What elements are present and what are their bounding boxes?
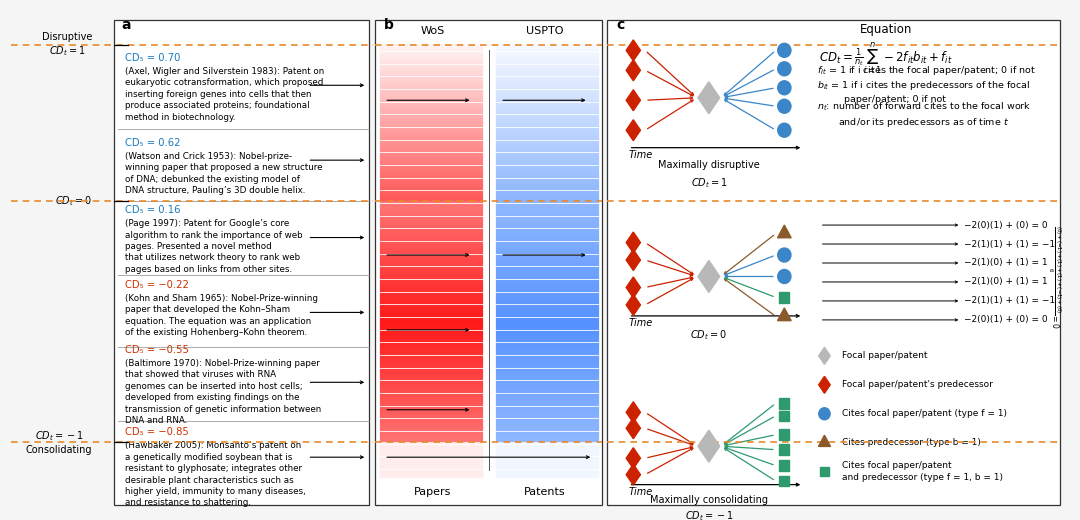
Polygon shape (626, 402, 640, 423)
Text: $CD_t = 1$: $CD_t = 1$ (690, 176, 727, 190)
Text: $CD_t = 0$: $CD_t = 0$ (690, 329, 727, 342)
Circle shape (778, 43, 791, 57)
Polygon shape (778, 308, 792, 321)
Bar (780, 292, 789, 303)
Polygon shape (626, 90, 640, 111)
Text: Focal paper/patent's predecessor: Focal paper/patent's predecessor (842, 380, 994, 389)
Text: −2(1)(1) + (1) = −1: −2(1)(1) + (1) = −1 (963, 240, 1055, 249)
FancyBboxPatch shape (375, 20, 603, 504)
Polygon shape (626, 294, 640, 316)
Text: CD₅ = 0.62: CD₅ = 0.62 (125, 138, 180, 148)
Circle shape (819, 408, 831, 420)
Text: (Page 1997): Patent for Google’s core
algorithm to rank the importance of web
pa: (Page 1997): Patent for Google’s core al… (125, 219, 302, 274)
Text: $CD_t = \frac{1}{n_t}\sum_{i=1}^{n} -2f_{it}b_{it} + f_{it}$: $CD_t = \frac{1}{n_t}\sum_{i=1}^{n} -2f_… (819, 41, 953, 76)
Bar (780, 410, 789, 421)
Text: $CD_t = -1$
Consolidating: $CD_t = -1$ Consolidating (26, 430, 92, 455)
Bar (780, 445, 789, 455)
Text: −2(0)(1) + (0) = 0: −2(0)(1) + (0) = 0 (963, 220, 1048, 229)
Bar (820, 467, 828, 476)
Text: (Axel, Wigler and Silverstein 1983): Patent on
eukaryotic cotransformation, whic: (Axel, Wigler and Silverstein 1983): Pat… (125, 67, 324, 122)
Text: $\frac{(0)+(-1)+(1)+(1)+(-1)+(0)}{6} = 0$: $\frac{(0)+(-1)+(1)+(1)+(-1)+(0)}{6} = 0… (1045, 225, 1063, 328)
Polygon shape (819, 376, 831, 393)
Text: b: b (384, 18, 394, 32)
Text: (Kohn and Sham 1965): Nobel-Prize-winning
paper that developed the Kohn–Sham
equ: (Kohn and Sham 1965): Nobel-Prize-winnin… (125, 294, 318, 337)
Text: −2(1)(0) + (1) = 1: −2(1)(0) + (1) = 1 (963, 258, 1048, 267)
Polygon shape (698, 261, 719, 292)
Text: −2(1)(1) + (1) = −1: −2(1)(1) + (1) = −1 (963, 296, 1055, 305)
Polygon shape (778, 225, 792, 238)
Text: $f_{it}$ = 1 if i cites the focal paper/patent; 0 if not: $f_{it}$ = 1 if i cites the focal paper/… (818, 64, 1037, 77)
Text: Cites focal paper/patent (type f = 1): Cites focal paper/patent (type f = 1) (842, 409, 1008, 418)
Text: Disruptive
$CD_t = 1$: Disruptive $CD_t = 1$ (42, 32, 92, 58)
Text: Time: Time (629, 150, 652, 160)
Text: a: a (121, 18, 131, 32)
Text: CD₅ = 0.16: CD₅ = 0.16 (125, 205, 180, 215)
Text: $CD_t = 0$: $CD_t = 0$ (55, 194, 92, 208)
Text: WoS: WoS (421, 27, 445, 36)
Text: Cites predecessor (type b = 1): Cites predecessor (type b = 1) (842, 438, 982, 447)
Text: c: c (617, 18, 625, 32)
Polygon shape (626, 40, 640, 61)
Text: $CD_t = -1$: $CD_t = -1$ (685, 510, 733, 520)
Bar (780, 398, 789, 409)
Bar (780, 476, 789, 486)
Polygon shape (626, 60, 640, 81)
Circle shape (778, 81, 791, 95)
Text: Patents: Patents (524, 487, 565, 497)
Text: Papers: Papers (415, 487, 451, 497)
Bar (780, 430, 789, 440)
Text: Cites focal paper/patent
and predecessor (type f = 1, b = 1): Cites focal paper/patent and predecessor… (842, 461, 1003, 482)
Polygon shape (698, 430, 719, 462)
Text: Equation: Equation (860, 23, 912, 36)
FancyBboxPatch shape (607, 20, 1061, 504)
Circle shape (778, 248, 791, 262)
Text: −2(0)(1) + (0) = 0: −2(0)(1) + (0) = 0 (963, 316, 1048, 324)
Text: USPTO: USPTO (526, 27, 563, 36)
Text: $n_t$: number of forward cites to the focal work
       and/or its predecessors : $n_t$: number of forward cites to the fo… (818, 100, 1031, 129)
Polygon shape (626, 464, 640, 485)
Text: $b_{it}$ = 1 if i cites the predecessors of the focal
         paper/patent; 0 i: $b_{it}$ = 1 if i cites the predecessors… (818, 79, 1031, 104)
Text: CD₅ = −0.22: CD₅ = −0.22 (125, 280, 189, 290)
Circle shape (778, 62, 791, 76)
FancyBboxPatch shape (113, 20, 369, 504)
Polygon shape (626, 418, 640, 439)
Polygon shape (626, 250, 640, 270)
Text: (Hawbaker 2005): Monsanto’s patent on
a genetically modified soybean that is
res: (Hawbaker 2005): Monsanto’s patent on a … (125, 441, 306, 508)
Text: Time: Time (629, 318, 652, 329)
Polygon shape (626, 277, 640, 298)
Text: Time: Time (629, 487, 652, 497)
Polygon shape (698, 82, 719, 114)
Text: (Watson and Crick 1953): Nobel-prize-
winning paper that proposed a new structur: (Watson and Crick 1953): Nobel-prize- wi… (125, 152, 322, 195)
Polygon shape (626, 232, 640, 253)
Polygon shape (626, 120, 640, 141)
Text: Maximally disruptive: Maximally disruptive (658, 160, 759, 170)
Text: Focal paper/patent: Focal paper/patent (842, 352, 928, 360)
Text: (Baltimore 1970): Nobel-Prize-winning paper
that showed that viruses with RNA
ge: (Baltimore 1970): Nobel-Prize-winning pa… (125, 359, 321, 425)
Text: CD₅ = −0.85: CD₅ = −0.85 (125, 427, 189, 437)
Bar (780, 460, 789, 471)
Circle shape (778, 269, 791, 283)
Text: CD₅ = −0.55: CD₅ = −0.55 (125, 345, 189, 355)
Text: −2(1)(0) + (1) = 1: −2(1)(0) + (1) = 1 (963, 278, 1048, 287)
Text: CD₅ = 0.70: CD₅ = 0.70 (125, 53, 180, 63)
Circle shape (778, 99, 791, 113)
Polygon shape (819, 435, 831, 447)
Text: Maximally consolidating: Maximally consolidating (650, 495, 768, 504)
Circle shape (778, 123, 791, 137)
Polygon shape (819, 347, 831, 365)
Polygon shape (626, 448, 640, 469)
